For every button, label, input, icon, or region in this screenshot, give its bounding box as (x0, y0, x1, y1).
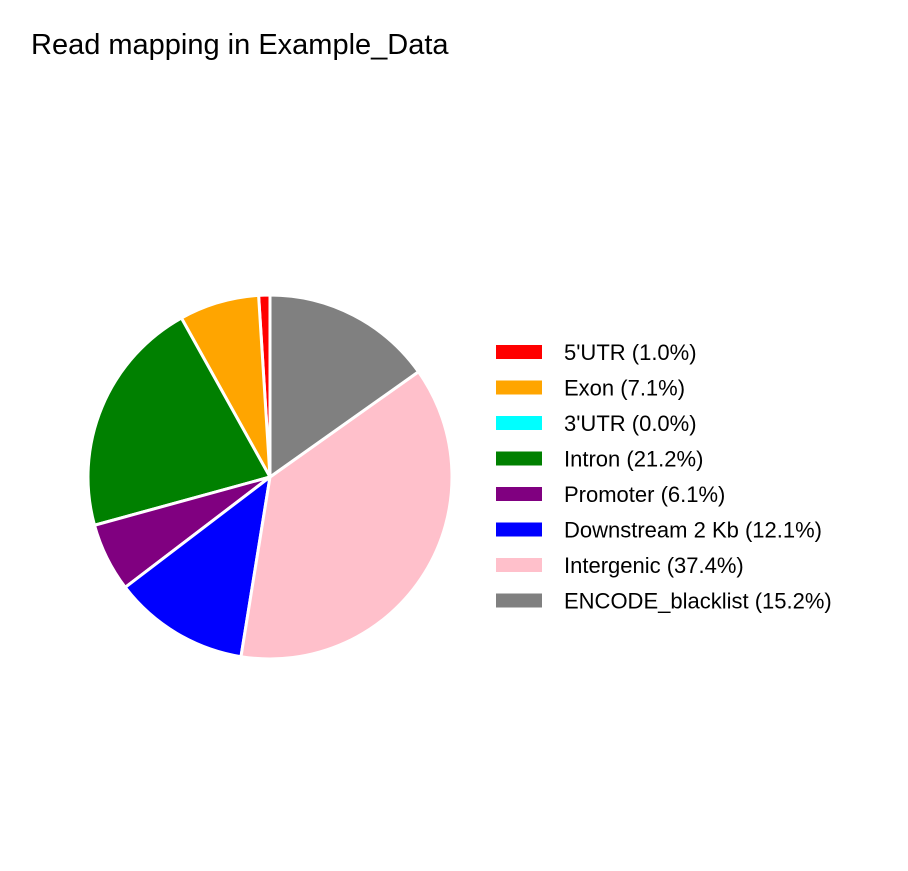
legend-label-intron: Intron (21.2%) (564, 447, 703, 472)
legend-label-5-utr: 5'UTR (1.0%) (564, 340, 697, 365)
pie-slice-intergenic (239, 370, 454, 661)
pie-slice-encode-blacklist (268, 293, 420, 479)
legend-label-exon: Exon (7.1%) (564, 376, 685, 401)
legend-swatch-exon (496, 380, 542, 395)
pie-slice-intron (86, 316, 272, 527)
pie-slice-downstream-2-kb (123, 475, 272, 659)
chart-title: Read mapping in Example_Data (31, 29, 449, 61)
legend-swatch-encode-blacklist (496, 593, 542, 608)
legend-swatch-intron (496, 451, 542, 466)
legend-label-encode-blacklist: ENCODE_blacklist (15.2%) (564, 589, 832, 614)
legend-label-promoter: Promoter (6.1%) (564, 482, 725, 507)
legend-label-intergenic: Intergenic (37.4%) (564, 553, 744, 578)
legend: 5'UTR (1.0%) Exon (7.1%) 3'UTR (0.0%) Intro… (496, 340, 832, 614)
legend-swatch-5-utr (496, 345, 542, 359)
legend-label-3-utr: 3'UTR (0.0%) (564, 411, 697, 436)
pie (86, 293, 454, 661)
legend-swatch-downstream-2-kb (496, 522, 542, 537)
legend-swatch-intergenic (496, 558, 542, 572)
legend-swatch-3-utr (496, 416, 542, 430)
legend-swatch-promoter (496, 487, 542, 501)
legend-label-downstream-2-kb: Downstream 2 Kb (12.1%) (564, 518, 822, 543)
